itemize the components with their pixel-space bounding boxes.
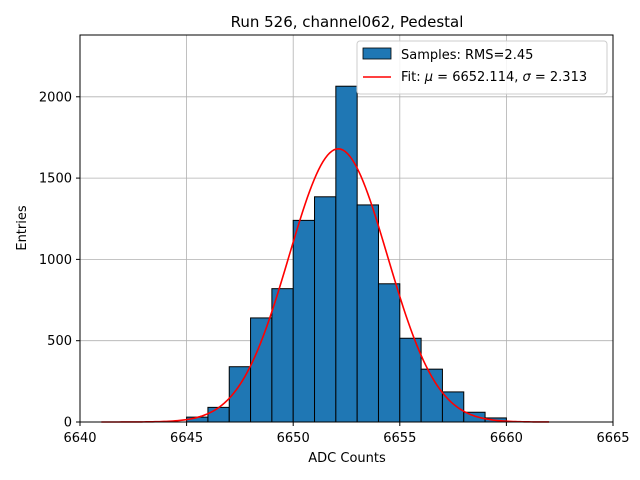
plot-frame — [79, 34, 614, 423]
histogram-bars — [186, 85, 507, 423]
y-tick-label: 1500 — [39, 172, 72, 187]
y-tick-label: 0 — [64, 416, 72, 431]
legend-histogram-swatch — [362, 47, 392, 60]
legend-fit-mu-symbol: μ — [424, 70, 433, 85]
x-tick-label: 6655 — [383, 431, 416, 446]
histogram-bar — [292, 219, 316, 423]
legend-fit-prefix: Fit: — [401, 70, 425, 85]
legend: Samples: RMS=2.45 Fit: μ = 6652.114, σ =… — [356, 40, 608, 95]
x-tick-label: 6665 — [596, 431, 629, 446]
legend-fit-sigma-symbol: σ — [523, 70, 532, 85]
y-axis-ticks: 0 500 1000 1500 2000 — [39, 90, 80, 431]
x-tick-label: 6640 — [63, 431, 96, 446]
legend-fit-label: Fit: μ = 6652.114, σ = 2.313 — [401, 70, 587, 85]
histogram-bar — [271, 288, 294, 423]
chart-title: Run 526, channel062, Pedestal — [231, 13, 464, 31]
y-axis-label: Entries — [15, 205, 30, 251]
legend-fit-mu-value: = 6652.114, — [433, 70, 522, 85]
y-tick-label: 1000 — [39, 253, 72, 268]
histogram-bar — [399, 337, 422, 423]
histogram-bar — [356, 204, 379, 423]
histogram-bar — [207, 406, 230, 423]
legend-box — [356, 40, 608, 95]
x-tick-label: 6660 — [490, 431, 523, 446]
x-axis-ticks: 6640 6645 6650 6655 6660 6665 — [63, 422, 630, 446]
legend-fit-sigma-value: = 2.313 — [531, 70, 587, 85]
y-tick-label: 500 — [47, 334, 72, 349]
legend-histogram-label: Samples: RMS=2.45 — [401, 48, 533, 63]
histogram-bar — [377, 283, 401, 423]
histogram-bar — [250, 317, 273, 423]
fit-curve — [101, 148, 550, 423]
histogram-bar — [314, 196, 337, 423]
histogram-bar — [335, 85, 358, 423]
x-tick-label: 6650 — [277, 431, 310, 446]
y-tick-label: 2000 — [39, 90, 72, 105]
x-tick-label: 6645 — [170, 431, 203, 446]
x-axis-label: ADC Counts — [308, 451, 386, 466]
